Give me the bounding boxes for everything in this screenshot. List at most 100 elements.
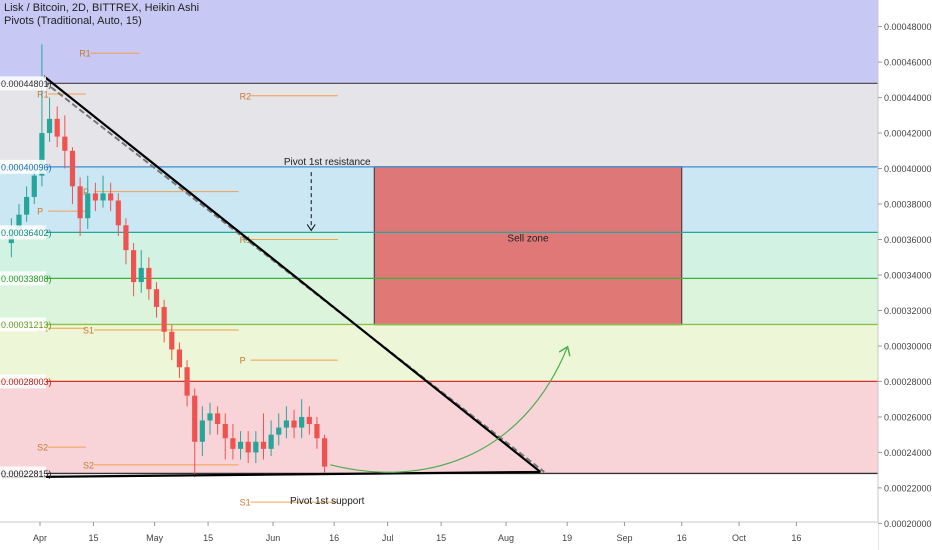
- pivot-label: R1: [37, 90, 49, 100]
- candle-body: [237, 441, 244, 449]
- pivot-label: P: [83, 187, 89, 197]
- candle-body: [215, 413, 221, 425]
- price-tick-label: 0.00026000: [884, 412, 932, 422]
- candle-body: [69, 150, 76, 187]
- level-tag: 0.00028003): [1, 377, 52, 387]
- pivot-label: S1: [83, 326, 94, 336]
- pivot-band: [0, 381, 878, 474]
- candle-body: [245, 441, 251, 453]
- pivot-label: S1: [240, 498, 251, 508]
- candle-body: [54, 118, 60, 137]
- candle-body: [321, 438, 328, 467]
- candle-body: [46, 118, 53, 134]
- price-tick-label: 0.00042000: [884, 129, 932, 139]
- time-tick-label: 15: [436, 533, 446, 543]
- support-trendline: [1, 470, 541, 479]
- time-tick-label: 16: [329, 533, 339, 543]
- time-tick-label: 15: [203, 533, 213, 543]
- pivot-label: P: [240, 356, 246, 366]
- candle-body: [291, 420, 297, 428]
- price-tick-label: 0.00028000: [884, 377, 932, 387]
- level-tag: 0.00033808): [1, 274, 52, 284]
- candle-body: [77, 186, 83, 219]
- descending-trendline: [43, 75, 542, 473]
- level-tag: 0.00044801): [1, 79, 52, 89]
- candle-body: [115, 200, 121, 226]
- resistance-arrow-head: [306, 224, 316, 232]
- time-tick-label: Oct: [732, 533, 747, 543]
- price-axis-bg: [878, 0, 932, 550]
- sell-zone-box: [373, 166, 683, 326]
- candle-body: [24, 196, 30, 215]
- chart-annotation: Pivot 1st support: [290, 496, 365, 507]
- level-tag-bg: [0, 317, 46, 332]
- candle-body: [253, 441, 259, 453]
- candle-body: [192, 395, 198, 442]
- level-tag: 0.00036402): [1, 228, 52, 238]
- price-tick-label: 0.00038000: [884, 200, 932, 210]
- candle-body: [100, 193, 106, 201]
- candle-body: [176, 349, 183, 368]
- candle-body: [169, 331, 175, 350]
- time-tick-label: Jul: [382, 533, 394, 543]
- candle-body: [62, 136, 68, 151]
- level-tag-bg: [0, 76, 46, 91]
- time-tick-label: 19: [562, 533, 572, 543]
- pivot-band: [0, 83, 878, 167]
- pivot-label: S2: [83, 460, 94, 470]
- price-tick-label: 0.00024000: [884, 448, 932, 458]
- time-tick-label: 16: [677, 533, 687, 543]
- price-tick-label: 0.00046000: [884, 58, 932, 68]
- time-tick-label: Apr: [33, 533, 47, 543]
- candle-body: [31, 175, 37, 197]
- time-tick-label: Sep: [616, 533, 632, 543]
- candle-body: [146, 267, 152, 290]
- candle-body: [184, 367, 190, 396]
- candle-body: [268, 434, 274, 449]
- candle-body: [108, 193, 114, 201]
- candle-body: [123, 225, 129, 251]
- candle-body: [153, 289, 160, 307]
- level-tag-bg: [0, 374, 46, 389]
- price-tick-label: 0.00022000: [884, 483, 932, 493]
- pivot-label: S2: [37, 443, 48, 453]
- pivot-label: R2: [240, 91, 252, 101]
- level-tag-bg: [0, 159, 46, 174]
- time-tick-label: 15: [88, 533, 98, 543]
- level-tag-bg: [0, 225, 46, 240]
- candle-body: [16, 214, 22, 229]
- price-tick-label: 0.00044000: [884, 93, 932, 103]
- price-tick-label: 0.00020000: [884, 519, 932, 529]
- level-tag: 0.00040096): [1, 162, 52, 172]
- time-tick-label: May: [146, 533, 164, 543]
- candle-body: [222, 424, 228, 439]
- candle-body: [306, 416, 312, 425]
- candle-body: [283, 420, 289, 428]
- time-tick-label: Jun: [266, 533, 281, 543]
- time-axis-bg: [0, 522, 878, 550]
- price-tick-label: 0.00048000: [884, 22, 932, 32]
- candle-body: [314, 424, 320, 439]
- price-tick-label: 0.00036000: [884, 235, 932, 245]
- candle-body: [199, 420, 205, 442]
- sell-zone-label: Sell zone: [507, 233, 549, 244]
- pivot-label: R1: [79, 49, 91, 59]
- pivot-band: [0, 0, 878, 84]
- candle-body: [39, 133, 45, 176]
- price-tick-label: 0.00034000: [884, 271, 932, 281]
- pivot-band: [0, 324, 878, 382]
- level-tag: 0.00022815): [1, 469, 52, 479]
- time-tick-label: 16: [791, 533, 801, 543]
- projection-arrow: [330, 348, 567, 473]
- pivot-label: P: [37, 207, 43, 217]
- level-tag-bg: [0, 271, 46, 286]
- candle-body: [138, 267, 144, 283]
- candle-body: [92, 193, 98, 201]
- candle-body: [85, 193, 91, 219]
- candle-body: [260, 441, 267, 449]
- price-tick-label: 0.00032000: [884, 306, 932, 316]
- candle-body: [276, 427, 282, 435]
- level-tag: 0.00031213): [1, 320, 52, 330]
